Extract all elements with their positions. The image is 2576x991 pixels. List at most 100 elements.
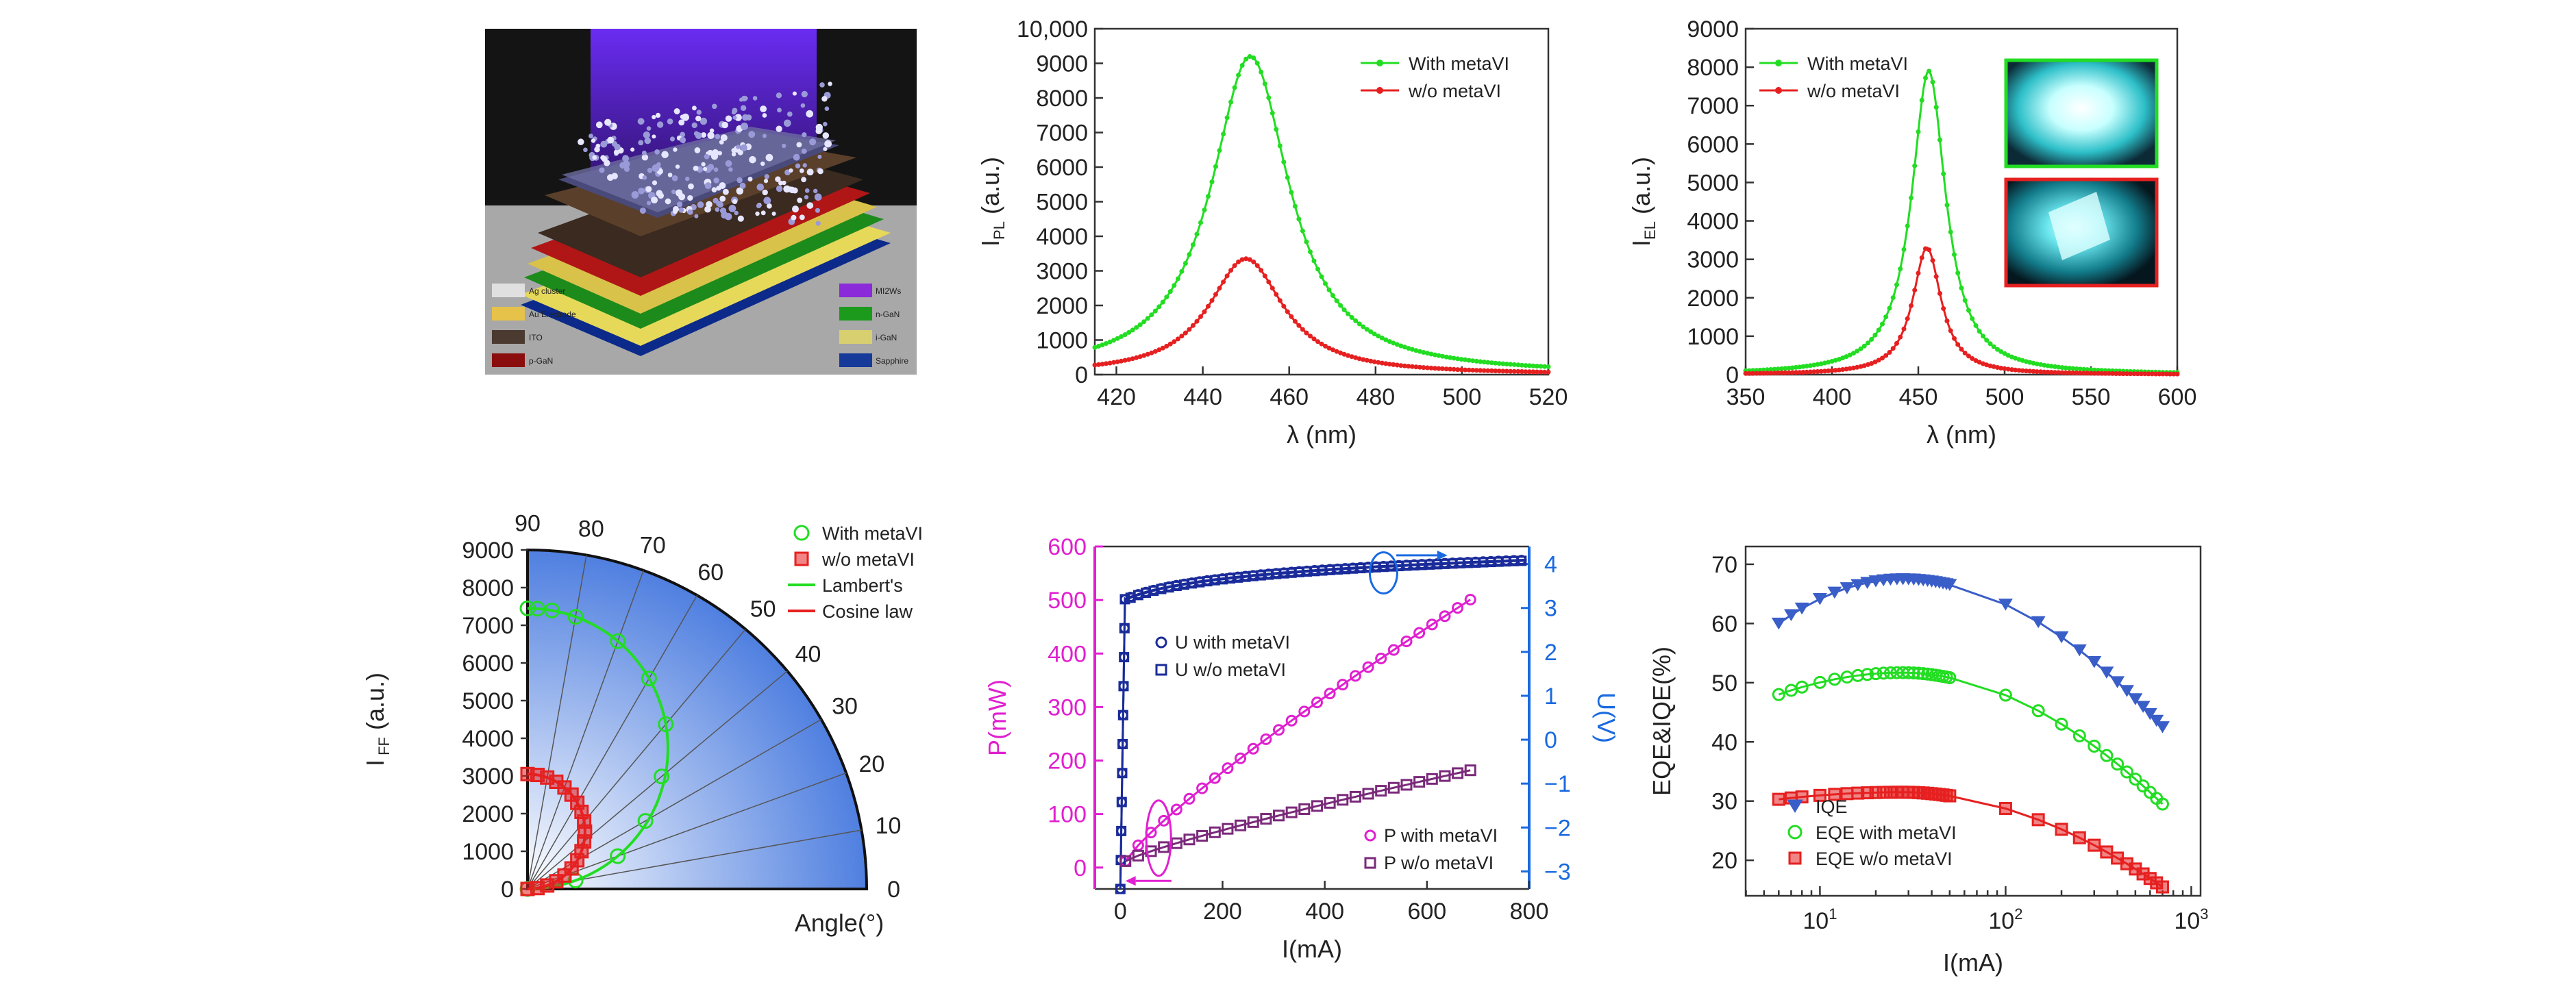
data-point [1228,268,1234,273]
eqe-with-point [1877,666,1890,680]
data-point [1775,366,1781,372]
polar-gridline [527,670,788,890]
data-point [1115,336,1120,341]
data-point [1977,360,1982,365]
ag-cluster-dot [678,193,686,201]
data-point [1436,353,1441,358]
data-point [1406,346,1411,351]
ag-cluster-dot [828,81,832,86]
data-point [1944,202,1950,208]
data-point [2056,364,2061,370]
u-wo-point [1516,555,1527,566]
x-tick-label: 600 [1407,899,1446,925]
data-point [2063,370,2068,375]
ag-cluster-dot [680,131,686,138]
ag-cluster-dot [678,207,684,213]
ag-cluster-dot [725,160,732,167]
ag-cluster-dot [713,167,719,172]
p-wo-point [1273,810,1285,822]
data-point [1858,346,1863,351]
ag-cluster-dot [742,114,749,121]
data-point [1217,286,1222,291]
series-line-0 [1094,55,1549,368]
y-axis-label: IPL (a.u.) [976,157,1008,247]
data-point [1281,160,1287,164]
y-left-tick-label: 500 [1048,588,1087,614]
data-point [1217,148,1222,153]
p-with-point [1183,792,1196,805]
x-axis-label: I(mA) [1282,935,1342,963]
data-point-with [544,602,560,618]
data-point [1175,336,1180,342]
data-point [1898,266,1903,272]
ag-cluster-dot [734,114,742,121]
ag-cluster-dot [673,108,680,114]
data-point [2164,371,2169,377]
photo-legend-label: Sapphire [876,356,908,366]
ag-cluster-dot [732,199,738,205]
ag-cluster-dot [817,168,823,175]
data-point [1542,364,1547,369]
data-point [1236,73,1241,78]
iqe-point [2135,701,2151,713]
data-point [1134,325,1139,330]
ag-cluster-dot [804,188,810,193]
data-point [1156,304,1162,310]
ag-cluster-dot [740,105,747,111]
data-point [1905,223,1910,229]
data-point [1209,298,1215,303]
ag-cluster-dot [760,161,765,166]
ag-cluster-dot [691,105,697,111]
ag-cluster-dot [752,96,758,101]
ag-cluster-dot [815,208,820,213]
data-point [1228,99,1234,105]
data-point [1308,334,1313,339]
iqe-point [2149,714,2164,727]
data-point [1115,359,1120,364]
ag-cluster-dot [713,177,719,184]
y-tick-label: 10,000 [1017,16,1088,42]
data-point [2042,369,2047,375]
eqe-with-point [1861,668,1874,681]
data-point [1149,312,1154,318]
data-point [1289,190,1294,195]
ag-cluster-dot [717,151,723,156]
data-point [1973,358,1979,363]
data-point [1315,339,1320,344]
ag-cluster-dot [802,132,807,138]
x-tick-label-exponent: 2 [2014,905,2022,923]
ag-cluster-dot [782,180,787,186]
eqe-wo-point [1998,801,2012,815]
data-point [1923,75,1928,81]
y-tick-label: 0 [1726,362,1739,388]
data-point [1100,342,1105,348]
p-with-point [1337,679,1349,691]
data-point [1172,339,1177,344]
data-point [1262,81,1267,86]
y-tick-label: 8000 [1687,55,1739,81]
ag-cluster-dot [696,110,702,115]
eqe-with-point [1851,668,1865,682]
data-point [1869,361,1874,366]
polar-fan [526,548,869,890]
data-point [1977,329,1982,334]
data-point [1757,371,1763,376]
data-point [1880,355,1885,361]
photo-legend-label: Au Electrode [529,310,576,319]
data-point [1743,371,1748,376]
angle-tick-label: 0 [887,877,900,903]
y-right-axis-label: U(V) [1592,692,1620,743]
ag-cluster-dot [719,195,726,202]
data-point [1206,194,1211,199]
data-point [1247,257,1252,262]
data-point [1149,350,1154,355]
data-point [1266,95,1272,101]
data-point [1119,334,1124,339]
y-tick-label: 5000 [1687,170,1739,196]
iqe-point [2155,721,2170,733]
data-point [1145,351,1150,357]
y-tick-label: 7000 [1036,121,1088,147]
data-point [2157,371,2162,377]
eqe-with-line [1778,671,2164,805]
data-point [1765,371,1770,376]
